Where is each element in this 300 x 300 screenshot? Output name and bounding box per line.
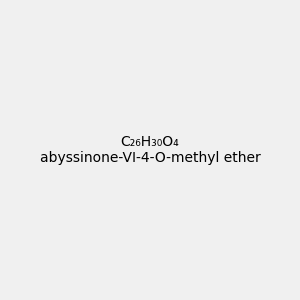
Text: C₂₆H₃₀O₄
abyssinone-VI-4-O-methyl ether: C₂₆H₃₀O₄ abyssinone-VI-4-O-methyl ether — [40, 135, 260, 165]
